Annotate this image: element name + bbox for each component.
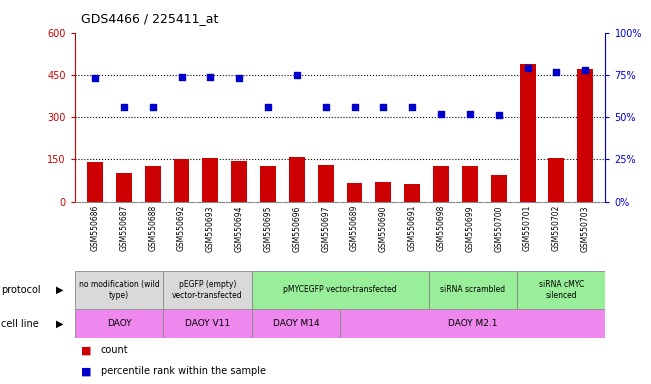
Text: GSM550694: GSM550694 — [235, 205, 243, 252]
Bar — [145, 166, 161, 202]
Bar — [260, 166, 276, 202]
Text: GSM550699: GSM550699 — [465, 205, 475, 252]
Bar — [577, 69, 593, 202]
Text: GDS4466 / 225411_at: GDS4466 / 225411_at — [81, 12, 219, 25]
Bar — [202, 158, 218, 202]
Text: GSM550687: GSM550687 — [119, 205, 128, 252]
Point — [378, 104, 389, 110]
Point — [320, 104, 331, 110]
Point — [465, 111, 475, 117]
Point — [522, 65, 533, 71]
Text: ▶: ▶ — [56, 318, 64, 329]
Text: GSM550700: GSM550700 — [494, 205, 503, 252]
Bar — [87, 162, 103, 202]
Text: DAOY V11: DAOY V11 — [185, 319, 230, 328]
Text: GSM550696: GSM550696 — [292, 205, 301, 252]
Point — [118, 104, 129, 110]
Text: no modification (wild
type): no modification (wild type) — [79, 280, 159, 300]
Text: protocol: protocol — [1, 285, 41, 295]
Bar — [491, 175, 506, 202]
Text: count: count — [101, 345, 128, 355]
Bar — [252, 309, 340, 338]
Point — [148, 104, 158, 110]
Text: cell line: cell line — [1, 318, 39, 329]
Text: GSM550697: GSM550697 — [321, 205, 330, 252]
Bar — [163, 309, 252, 338]
Text: GSM550689: GSM550689 — [350, 205, 359, 252]
Text: siRNA scrambled: siRNA scrambled — [440, 285, 505, 295]
Bar — [163, 271, 252, 309]
Text: DAOY M2.1: DAOY M2.1 — [448, 319, 497, 328]
Point — [350, 104, 360, 110]
Bar — [433, 166, 449, 202]
Bar — [75, 271, 163, 309]
Point — [436, 111, 447, 117]
Bar — [252, 271, 428, 309]
Bar — [428, 271, 517, 309]
Text: GSM550690: GSM550690 — [379, 205, 388, 252]
Point — [292, 72, 302, 78]
Text: GSM550686: GSM550686 — [90, 205, 100, 252]
Bar — [549, 158, 564, 202]
Point — [580, 67, 590, 73]
Point — [551, 68, 562, 74]
Bar — [376, 182, 391, 202]
Point — [234, 75, 244, 81]
Bar — [517, 271, 605, 309]
Point — [205, 73, 215, 79]
Text: GSM550702: GSM550702 — [552, 205, 561, 252]
Text: percentile rank within the sample: percentile rank within the sample — [101, 366, 266, 376]
Text: GSM550701: GSM550701 — [523, 205, 532, 252]
Bar — [116, 174, 132, 202]
Text: GSM550688: GSM550688 — [148, 205, 158, 251]
Text: GSM550698: GSM550698 — [437, 205, 445, 252]
Bar — [289, 157, 305, 202]
Text: siRNA cMYC
silenced: siRNA cMYC silenced — [538, 280, 584, 300]
Text: pMYCEGFP vector-transfected: pMYCEGFP vector-transfected — [283, 285, 397, 295]
Text: ▶: ▶ — [56, 285, 64, 295]
Bar — [340, 309, 605, 338]
Text: DAOY: DAOY — [107, 319, 132, 328]
Bar — [404, 184, 420, 202]
Point — [90, 75, 100, 81]
Bar — [231, 161, 247, 202]
Bar — [346, 183, 363, 202]
Point — [407, 104, 417, 110]
Text: ■: ■ — [81, 345, 92, 355]
Text: ■: ■ — [81, 366, 92, 376]
Bar — [75, 309, 163, 338]
Bar — [462, 166, 478, 202]
Point — [176, 73, 187, 79]
Text: DAOY M14: DAOY M14 — [273, 319, 319, 328]
Text: pEGFP (empty)
vector-transfected: pEGFP (empty) vector-transfected — [173, 280, 243, 300]
Text: GSM550693: GSM550693 — [206, 205, 215, 252]
Text: GSM550695: GSM550695 — [264, 205, 273, 252]
Bar — [174, 159, 189, 202]
Point — [263, 104, 273, 110]
Text: GSM550692: GSM550692 — [177, 205, 186, 252]
Text: GSM550703: GSM550703 — [581, 205, 590, 252]
Point — [493, 113, 504, 119]
Bar — [519, 64, 536, 202]
Bar — [318, 165, 334, 202]
Text: GSM550691: GSM550691 — [408, 205, 417, 252]
